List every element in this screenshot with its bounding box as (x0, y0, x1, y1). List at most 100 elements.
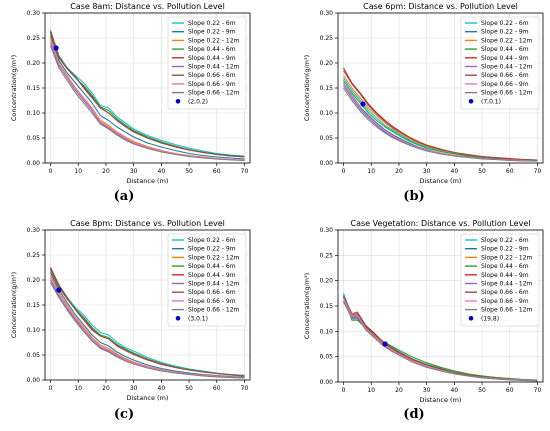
y-tick-label: 0.05 (320, 354, 334, 361)
y-tick-label: 0.10 (320, 110, 334, 117)
x-tick-label: 60 (213, 168, 221, 175)
chart-panel-3: 0 10 20 30 40 50 60 70 0.00 0.05 0.10 0.15 0.20 0.25 0… (10, 219, 251, 422)
series-line-2 (49, 35, 245, 160)
legend-entry: Slope 0.44 - 9m (188, 272, 236, 279)
highlight-point (382, 341, 388, 347)
chart-title: Case 6pm: Distance vs. Pollution Level (363, 2, 518, 11)
y-tick-label: 0.15 (320, 85, 334, 92)
chart-title: Case Vegetation: Distance vs. Pollution … (351, 219, 531, 228)
legend-box (167, 16, 247, 110)
legend-entry: Slope 0.66 - 12m (188, 90, 240, 97)
x-tick-label: 40 (451, 387, 459, 394)
x-tick-label: 50 (478, 168, 486, 175)
x-tick-label: 40 (158, 168, 166, 175)
x-tick-label: 70 (534, 387, 542, 394)
x-axis-label: Distance (m) (420, 396, 462, 404)
legend-entry: Slope 0.22 - 9m (481, 29, 529, 36)
legend-entry: Slope 0.44 - 12m (481, 64, 533, 71)
legend-entry: Slope 0.22 - 12m (481, 254, 533, 261)
legend-entry: Slope 0.66 - 9m (481, 298, 529, 305)
x-tick-label: 50 (185, 168, 193, 175)
x-axis-label: Distance (m) (127, 394, 169, 402)
y-tick-label: 0.30 (27, 227, 41, 234)
x-tick-label: 20 (102, 385, 110, 392)
y-tick-label: 0.15 (27, 85, 41, 92)
x-tick-label: 60 (506, 387, 514, 394)
series-line-7 (50, 268, 245, 377)
x-tick-label: 30 (423, 168, 431, 175)
legend-entry: Slope 0.66 - 12m (188, 307, 240, 314)
chart-panel-1: 0 10 20 30 40 50 60 70 0.00 0.05 0.10 0.15 0.20 0.25 0… (10, 2, 251, 204)
legend-box (460, 233, 540, 327)
series-line-9 (50, 282, 245, 379)
y-tick-label: 0.00 (27, 160, 41, 167)
x-tick-label: 10 (74, 168, 82, 175)
x-tick-label: 20 (395, 168, 403, 175)
x-tick-label: 30 (423, 387, 431, 394)
x-axis-label: Distance (m) (420, 177, 462, 185)
x-tick-label: 30 (130, 385, 138, 392)
legend-entry: Slope 0.22 - 12m (188, 254, 240, 261)
y-tick-label: 0.30 (320, 227, 334, 234)
legend-entry: Slope 0.22 - 9m (188, 246, 236, 253)
chart-panel-4: 0 10 20 30 40 50 60 70 0.00 0.05 0.10 0.15 0.20 0.25 0… (303, 219, 544, 422)
legend-entry: Slope 0.22 - 12m (188, 37, 240, 44)
x-tick-label: 60 (506, 168, 514, 175)
legend-entry: Slope 0.66 - 12m (481, 90, 533, 97)
x-tick-label: 20 (102, 168, 110, 175)
x-tick-label: 0 (342, 168, 346, 175)
legend-entry: Slope 0.66 - 9m (188, 81, 236, 88)
x-tick-label: 50 (185, 385, 193, 392)
x-tick-label: 10 (367, 387, 375, 394)
y-tick-label: 0.10 (320, 328, 334, 335)
legend-entry: (2,0.2) (188, 98, 208, 105)
y-tick-label: 0.30 (320, 10, 334, 17)
y-axis-label: Concentration(g/m³) (10, 55, 18, 121)
legend-entry: Slope 0.22 - 6m (481, 20, 529, 27)
legend-marker (175, 99, 181, 104)
legend-entry: Slope 0.22 - 6m (188, 237, 236, 244)
panel-caption: (d) (403, 407, 424, 422)
y-tick-label: 0.05 (27, 352, 41, 359)
legend-entry: (3,0.1) (188, 315, 208, 322)
legend-marker (468, 316, 474, 321)
y-tick-label: 0.20 (27, 277, 41, 284)
y-tick-label: 0.25 (27, 35, 41, 42)
panel-caption: (c) (114, 407, 134, 422)
legend-entry: Slope 0.44 - 6m (188, 263, 236, 270)
x-tick-label: 40 (451, 168, 459, 175)
legend-entry: Slope 0.22 - 9m (481, 246, 529, 253)
y-tick-label: 0.20 (27, 60, 41, 67)
y-axis-label: Concentration(g/m³) (303, 273, 311, 339)
y-tick-label: 0.00 (320, 379, 334, 386)
legend-entry: Slope 0.66 - 6m (481, 289, 529, 296)
x-tick-label: 70 (534, 168, 542, 175)
x-tick-label: 50 (478, 387, 486, 394)
y-tick-label: 0.05 (27, 135, 41, 142)
series-line-9 (49, 45, 245, 162)
legend-entry: Slope 0.44 - 9m (481, 272, 529, 279)
legend-entry: Slope 0.22 - 6m (481, 237, 529, 244)
y-axis-label: Concentration(g/m³) (10, 272, 18, 338)
y-tick-label: 0.15 (320, 303, 334, 310)
series-line-9 (343, 301, 538, 382)
y-tick-label: 0.25 (27, 252, 41, 259)
y-tick-label: 0.10 (27, 327, 41, 334)
legend-entry: Slope 0.66 - 9m (188, 298, 236, 305)
legend-entry: Slope 0.22 - 9m (188, 29, 236, 36)
x-tick-label: 70 (241, 168, 249, 175)
legend-entry: Slope 0.44 - 6m (481, 46, 529, 53)
x-tick-label: 10 (367, 168, 375, 175)
y-tick-label: 0.30 (27, 10, 41, 17)
highlight-point (360, 101, 366, 107)
x-tick-label: 60 (213, 385, 221, 392)
chart-panel-2: 0 10 20 30 40 50 60 70 0.00 0.05 0.10 0.15 0.20 0.25 0… (303, 2, 544, 204)
legend-box (167, 233, 247, 327)
series-line-7 (343, 295, 538, 382)
legend-entry: Slope 0.44 - 12m (188, 281, 240, 288)
x-tick-label: 40 (158, 385, 166, 392)
